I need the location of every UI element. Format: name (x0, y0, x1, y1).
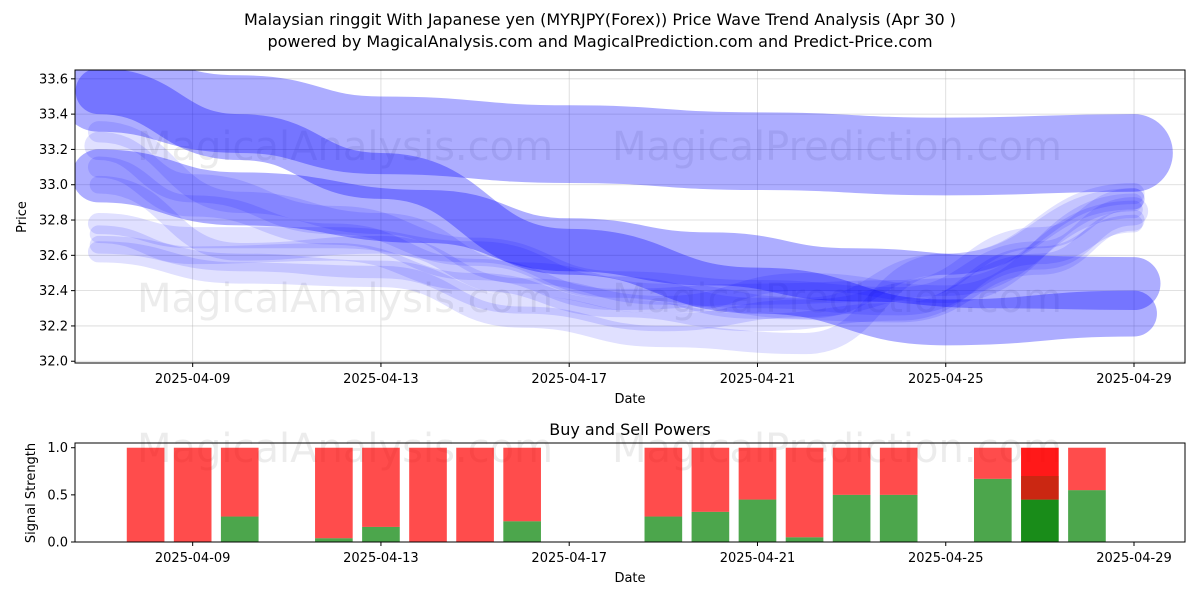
wave-band (87, 188, 1145, 355)
sell-bar (691, 447, 730, 512)
x-tick-label: 2025-04-21 (720, 551, 796, 566)
plot-area (75, 70, 1185, 363)
buy-bar (879, 494, 918, 542)
x-axis: 2025-04-09 2025-04-13 2025-04-17 2025-04-21… (155, 363, 1172, 387)
sell-bar (1021, 447, 1059, 500)
plot-frame (74, 69, 1186, 364)
wave-band (89, 200, 1143, 332)
sell-bar (173, 447, 212, 542)
x-axis-label: Date (614, 571, 645, 586)
wave-band (87, 156, 1145, 311)
plot-frame (74, 442, 1186, 543)
x-tick-label: 2025-04-25 (908, 551, 984, 566)
sell-bar (785, 447, 824, 538)
sell-bar (879, 447, 918, 495)
buy-bar (1021, 499, 1059, 542)
watermark: MagicalAnalysis.com (137, 276, 553, 322)
y-tick-label: 33.2 (39, 143, 68, 158)
buy-bar (362, 526, 400, 542)
sell-bar (315, 447, 353, 539)
grid (75, 70, 1185, 363)
buy-bar (691, 511, 730, 542)
buy-bar (973, 478, 1012, 542)
buy-bar (1068, 490, 1106, 542)
wave-band (89, 175, 1143, 314)
sell-bar (126, 447, 165, 542)
y-axis-label: Price (15, 201, 30, 233)
bars (126, 447, 1106, 542)
buy-bar (315, 538, 353, 542)
subchart-title: Buy and Sell Powers (549, 420, 711, 439)
wave-band (89, 214, 1143, 332)
wave-band (75, 149, 1161, 311)
buy-sell-power-chart: Buy and Sell Powers MagicalAnalysis.com … (24, 420, 1186, 586)
y-axis: 0.0 0.5 1.0 (47, 441, 75, 551)
buy-bar (644, 516, 683, 542)
chart-subtitle: powered by MagicalAnalysis.com and Magic… (267, 32, 932, 51)
sell-bar (738, 447, 777, 500)
y-tick-label: 1.0 (47, 441, 68, 456)
watermark: MagicalAnalysis.com (137, 124, 553, 170)
y-tick-label: 33.4 (39, 108, 68, 123)
x-tick-label: 2025-04-13 (343, 551, 419, 566)
wave-band (84, 131, 1149, 316)
y-tick-label: 32.0 (39, 355, 68, 370)
y-tick-label: 33.0 (39, 178, 68, 193)
watermark: MagicalPrediction.com (612, 124, 1062, 170)
y-tick-label: 0.5 (47, 488, 68, 503)
price-wave-chart: MagicalAnalysis.com MagicalPrediction.co… (15, 69, 1186, 407)
x-tick-label: 2025-04-21 (720, 372, 796, 387)
buy-bar (832, 494, 871, 542)
y-tick-label: 32.2 (39, 319, 68, 334)
y-axis: 32.0 32.2 32.4 32.6 32.8 33.0 33.2 33.4 33.6 (39, 72, 75, 370)
wave-band (87, 121, 1145, 319)
sell-bar (832, 447, 871, 495)
x-tick-label: 2025-04-13 (343, 372, 419, 387)
x-tick-label: 2025-04-09 (155, 551, 231, 566)
buy-bar (738, 499, 777, 542)
x-tick-label: 2025-04-17 (531, 372, 607, 387)
sell-bar (1068, 447, 1106, 491)
buy-bar (503, 521, 541, 542)
overlap-bar (1021, 476, 1059, 500)
chart-title: Malaysian ringgit With Japanese yen (MYR… (244, 10, 956, 29)
y-axis-label: Signal Strength (24, 443, 39, 543)
wave-series (75, 70, 1173, 355)
wave-band (75, 70, 1157, 346)
buy-bar (785, 537, 824, 542)
sell-bar (644, 447, 683, 517)
watermarks: MagicalAnalysis.com MagicalPrediction.co… (137, 124, 1062, 322)
sell-bar (503, 447, 541, 522)
x-axis-label: Date (614, 392, 645, 407)
wave-band (75, 70, 1173, 196)
sell-bar (362, 447, 400, 527)
x-tick-label: 2025-04-29 (1096, 551, 1172, 566)
sell-bar (409, 447, 447, 542)
y-tick-label: 32.6 (39, 249, 68, 264)
y-tick-label: 0.0 (47, 536, 68, 551)
buy-bar (220, 516, 259, 542)
x-axis: 2025-04-09 2025-04-13 2025-04-17 2025-04-21… (155, 542, 1172, 566)
y-tick-label: 32.4 (39, 284, 68, 299)
y-tick-label: 33.6 (39, 72, 68, 87)
watermark: MagicalPrediction.com (612, 276, 1062, 322)
sell-bar (220, 447, 259, 517)
y-tick-label: 32.8 (39, 214, 68, 229)
sell-bar (973, 447, 1012, 479)
x-tick-label: 2025-04-25 (908, 372, 984, 387)
x-tick-label: 2025-04-17 (531, 551, 607, 566)
x-tick-label: 2025-04-09 (155, 372, 231, 387)
sell-bar (456, 447, 494, 542)
x-tick-label: 2025-04-29 (1096, 372, 1172, 387)
wave-band (87, 209, 1145, 323)
